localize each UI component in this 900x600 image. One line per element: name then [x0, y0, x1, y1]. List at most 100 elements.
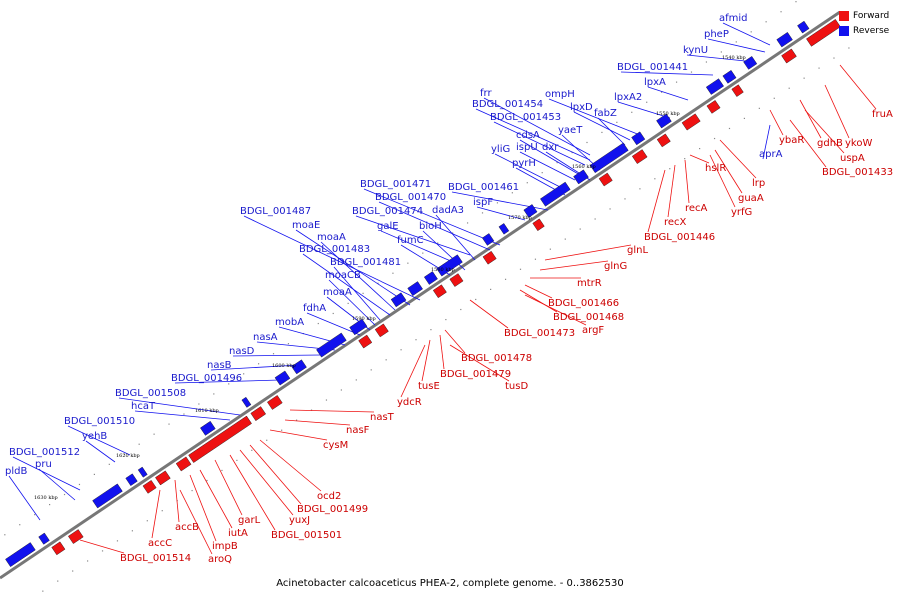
- forward-gene-block: [681, 113, 701, 131]
- reverse-gene-label: yehB: [82, 431, 107, 442]
- reverse-gene-label: afmid: [719, 13, 748, 24]
- genome-caption: Acinetobacter calcoaceticus PHEA-2, comp…: [276, 578, 624, 589]
- reverse-gene-block: [743, 56, 758, 70]
- reverse-gene-label: lpxD: [570, 102, 593, 113]
- reverse-gene-block: [316, 332, 347, 358]
- reverse-gene-block: [482, 233, 495, 246]
- reverse-gene-block: [797, 20, 810, 34]
- reverse-gene-block: [390, 292, 407, 308]
- forward-gene-block: [631, 149, 648, 164]
- forward-gene-block: [482, 250, 497, 265]
- forward-gene-label: nasT: [370, 412, 395, 423]
- reverse-gene-label: ispF: [473, 197, 493, 208]
- forward-gene-block: [449, 273, 464, 287]
- forward-gene-block: [358, 334, 373, 349]
- reverse-gene-block: [498, 223, 510, 235]
- scale-tick-label: 1570 kbp: [508, 215, 532, 221]
- forward-gene-label: yuxJ: [289, 515, 310, 526]
- forward-gene-label: lrp: [752, 178, 765, 189]
- scale-tick-label: 1630 kbp: [34, 495, 58, 501]
- forward-gene-block: [68, 529, 84, 544]
- reverse-gene-block: [776, 32, 793, 48]
- reverse-gene-label: nasD: [229, 346, 255, 357]
- forward-gene-label: yrfG: [731, 207, 752, 218]
- reverse-gene-label: dadA3: [432, 205, 464, 216]
- forward-gene-label: aroQ: [208, 554, 232, 565]
- reverse-gene-label: ispU: [516, 142, 538, 153]
- reverse-gene-label: nasA: [253, 332, 278, 343]
- reverse-gene-block: [436, 254, 463, 277]
- forward-gene-block: [781, 48, 797, 64]
- forward-gene-label: BDGL_001499: [297, 504, 368, 515]
- forward-gene-block: [806, 19, 841, 47]
- forward-gene-label: BDGL_001466: [548, 298, 619, 309]
- reverse-gene-label: lpxA: [644, 77, 666, 88]
- forward-gene-label: hslR: [705, 163, 726, 174]
- forward-gene-label: ybaR: [779, 135, 804, 146]
- reverse-gene-label: BDGL_001508: [115, 388, 186, 399]
- forward-gene-block: [175, 456, 192, 472]
- reverse-gene-label: moaE: [292, 220, 320, 231]
- scale-tick-label: 1560 kbp: [572, 164, 596, 170]
- reverse-gene-label: bioH: [419, 221, 442, 232]
- forward-gene-label: recA: [685, 203, 708, 214]
- forward-gene-block: [656, 133, 671, 148]
- reverse-gene-block: [656, 113, 672, 129]
- forward-gene-block: [142, 480, 157, 494]
- genome-backbone: [0, 10, 841, 580]
- forward-gene-label: BDGL_001473: [504, 328, 575, 339]
- forward-gene-label: argF: [582, 325, 604, 336]
- scale-tick-label: 1580 kbp: [431, 267, 455, 273]
- reverse-gene-label: BDGL_001512: [9, 447, 80, 458]
- reverse-gene-block: [92, 483, 123, 509]
- legend-reverse-label: Reverse: [853, 25, 890, 36]
- forward-gene-label: garL: [238, 515, 261, 526]
- reverse-gene-block: [274, 370, 291, 386]
- forward-gene-label: glnG: [604, 261, 627, 272]
- reverse-gene-label: frr: [480, 88, 492, 99]
- reverse-gene-label: mobA: [275, 317, 304, 328]
- forward-gene-label: BDGL_001468: [553, 312, 624, 323]
- reverse-gene-label: ompH: [545, 89, 575, 100]
- reverse-gene-label: aprA: [759, 149, 783, 160]
- reverse-gene-label: hcaT: [131, 401, 156, 412]
- forward-gene-label: glnL: [627, 245, 648, 256]
- reverse-gene-label: BDGL_001470: [375, 192, 446, 203]
- forward-gene-label: tusD: [505, 381, 528, 392]
- reverse-gene-label: galE: [377, 221, 399, 232]
- forward-gene-label: accC: [148, 538, 172, 549]
- forward-gene-label: gdhB: [817, 138, 843, 149]
- reverse-gene-label: pru: [35, 459, 52, 470]
- reverse-gene-label: fabZ: [594, 108, 617, 119]
- reverse-gene-label: yaeT: [558, 125, 583, 136]
- legend-reverse: Reverse: [839, 23, 900, 38]
- reverse-gene-block: [241, 396, 252, 408]
- reverse-gene-label: BDGL_001461: [448, 182, 519, 193]
- forward-gene-label: ydcR: [397, 397, 422, 408]
- reverse-gene-block: [523, 204, 538, 218]
- forward-gene-label: BDGL_001433: [822, 167, 893, 178]
- forward-gene-block: [532, 218, 545, 232]
- scale-tick-label: 1590 kbp: [352, 316, 376, 322]
- reverse-gene-block: [631, 131, 646, 146]
- forward-gene-label: cysM: [323, 440, 348, 451]
- forward-gene-label: nasF: [346, 425, 370, 436]
- reverse-gene-label: fumC: [397, 235, 424, 246]
- gene-features: [5, 19, 841, 567]
- scale-tick-label: 1550 kbp: [656, 111, 680, 117]
- scale-tick-label: 1540 kbp: [722, 55, 746, 61]
- reverse-gene-label: BDGL_001441: [617, 62, 688, 73]
- reverse-gene-label: dxr: [542, 142, 559, 153]
- reverse-gene-label: moaA: [323, 287, 352, 298]
- reverse-gene-label: nasB: [207, 360, 232, 371]
- reverse-gene-block: [291, 359, 307, 375]
- forward-gene-block: [432, 284, 447, 299]
- forward-gene-block: [155, 470, 171, 486]
- reverse-gene-label: moaCB: [325, 270, 361, 281]
- scale-tick-label: 1620 kbp: [116, 453, 140, 459]
- reverse-gene-label: pldB: [5, 466, 27, 477]
- reverse-gene-block: [125, 473, 138, 486]
- forward-gene-label: accB: [175, 522, 199, 533]
